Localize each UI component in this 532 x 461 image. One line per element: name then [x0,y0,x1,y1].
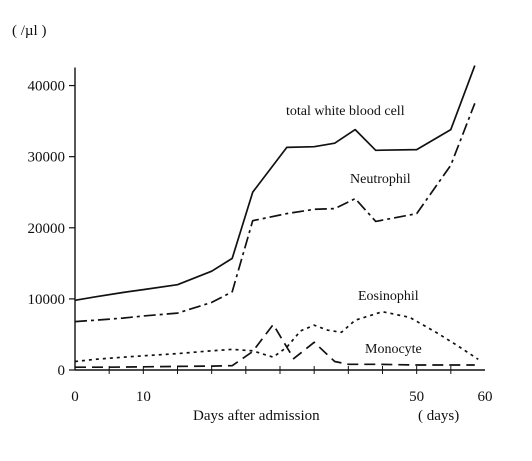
y-tick-label: 40000 [28,79,66,95]
x-tick-label: 60 [478,389,493,405]
series-line-total-white-blood-cell [74,65,476,302]
series-label-total-wbc: total white blood cell [286,104,405,119]
x-axis-unit-label: ( days) [418,408,459,424]
series-label-monocyte: Monocyte [365,342,422,357]
axes: 0 10000 20000 30000 40000 0 10 50 60 [28,67,493,405]
x-axis-title: Days after admission [193,408,320,424]
x-tick-label: 0 [71,389,79,405]
series-layer [74,65,479,369]
series-line-monocyte [75,323,475,369]
x-tick-label: 50 [409,389,424,405]
series-label-eosinophil: Eosinophil [358,289,419,304]
y-tick-label: 20000 [28,221,66,237]
y-tick-label: 0 [58,363,66,379]
x-tick-label: 10 [136,389,151,405]
series-line-eosinophil [74,310,479,363]
y-tick-label: 10000 [28,292,66,308]
series-line-neutrophil [74,102,476,323]
y-axis-unit-label: ( /µl ) [12,23,46,39]
series-label-neutrophil: Neutrophil [350,172,411,187]
y-tick-label: 30000 [28,150,66,166]
